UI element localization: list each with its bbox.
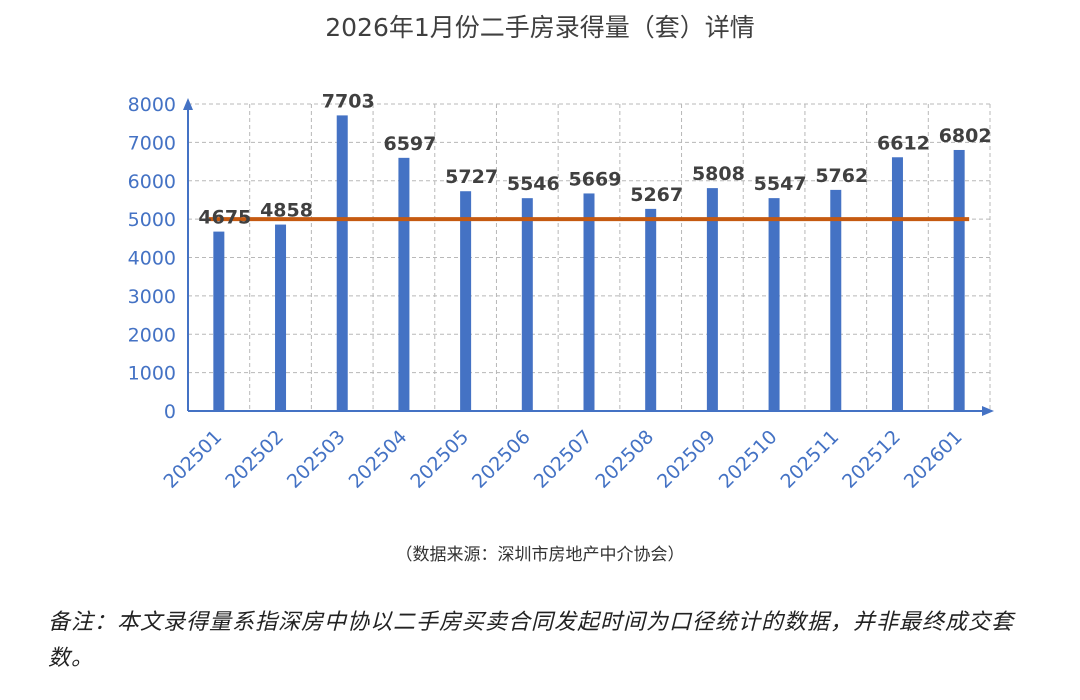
y-tick-label: 3000: [128, 286, 176, 308]
y-tick-label: 6000: [128, 171, 176, 193]
bar-chart: 0 1000 2000 3000 4000 5000 6000 7000 8000 4675 48…: [128, 90, 994, 493]
bar: [213, 231, 225, 411]
y-tick-label: 5000: [128, 209, 176, 231]
y-axis-tick-labels: 0 1000 2000 3000 4000 5000 6000 7000 8000: [128, 94, 176, 423]
data-labels: 4675 4858 7703 6597 5727 5546 5669 5267 5808 5547…: [198, 90, 991, 228]
data-label: 6612: [877, 132, 930, 154]
x-tick-label: 202503: [283, 426, 350, 493]
data-label: 5727: [445, 166, 498, 188]
y-tick-label: 0: [164, 401, 176, 423]
data-label: 4858: [260, 200, 313, 222]
x-axis-arrow: [982, 406, 994, 416]
x-tick-label: 202601: [900, 426, 967, 493]
x-tick-label: 202506: [468, 426, 535, 493]
x-axis-tick-labels: 2025012025022025032025042025052025062025…: [160, 426, 967, 493]
bar: [891, 157, 903, 411]
x-tick-label: 202507: [530, 426, 597, 493]
bar: [768, 198, 780, 411]
x-tick-label: 202512: [838, 426, 905, 493]
data-label: 5808: [692, 163, 745, 185]
data-source: （数据来源：深圳市房地产中介协会）: [395, 545, 685, 565]
y-tick-label: 4000: [128, 248, 176, 270]
x-tick-label: 202505: [406, 426, 473, 493]
bar: [460, 191, 472, 411]
y-tick-label: 7000: [128, 132, 176, 154]
data-label: 5546: [507, 173, 560, 195]
data-label: 5762: [815, 165, 868, 187]
x-tick-label: 202504: [345, 426, 412, 493]
x-tick-label: 202501: [160, 426, 227, 493]
x-tick-label: 202508: [591, 426, 658, 493]
bar: [953, 149, 965, 411]
bar: [706, 188, 718, 411]
axes: [183, 98, 994, 416]
data-label: 5669: [569, 168, 622, 190]
footnote: 备注：本文录得量系指深房中协以二手房买卖合同发起时间为口径统计的数据，并非最终成…: [48, 610, 1015, 671]
data-label: 5547: [754, 173, 807, 195]
y-axis-arrow: [183, 98, 193, 110]
y-tick-label: 8000: [128, 94, 176, 116]
y-tick-label: 2000: [128, 324, 176, 346]
x-tick-label: 202511: [776, 426, 843, 493]
data-label: 5267: [630, 184, 683, 206]
bar: [336, 115, 348, 412]
x-tick-label: 202510: [715, 426, 782, 493]
data-label: 7703: [322, 90, 375, 112]
bar: [398, 157, 410, 411]
x-tick-label: 202502: [221, 426, 288, 493]
bar: [583, 193, 595, 411]
bar: [645, 208, 657, 411]
y-tick-label: 1000: [128, 363, 176, 385]
bar: [830, 189, 842, 411]
data-label: 6597: [383, 133, 436, 155]
data-label: 4675: [198, 207, 251, 229]
chart-title: 2026年1月份二手房录得量（套）详情: [325, 13, 755, 42]
data-label: 6802: [939, 125, 992, 147]
bar: [275, 224, 287, 411]
bars: [213, 115, 965, 412]
bar: [521, 198, 533, 411]
x-tick-label: 202509: [653, 426, 720, 493]
